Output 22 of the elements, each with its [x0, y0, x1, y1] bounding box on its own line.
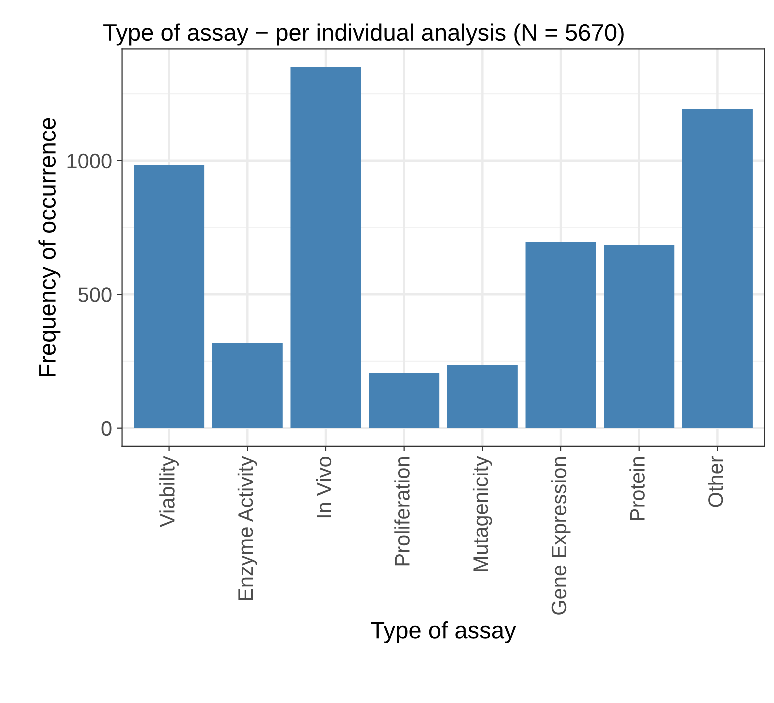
x-tick-label: Enzyme Activity	[238, 456, 258, 600]
bar	[134, 165, 205, 428]
x-tick-label: Gene Expression	[551, 457, 571, 615]
x-tick-label: Proliferation	[394, 457, 410, 566]
x-tick-label: Other	[708, 456, 724, 508]
bar	[604, 245, 675, 428]
bar	[212, 343, 283, 428]
y-axis-title: Frequency of occurrence	[38, 118, 61, 376]
bar	[369, 372, 440, 428]
x-tick-label: Mutagenicity	[472, 456, 492, 572]
bar	[447, 364, 518, 428]
y-tick-label: 500	[78, 288, 112, 302]
bar	[526, 242, 596, 428]
bar	[290, 67, 362, 428]
y-tick-label: 1000	[68, 154, 112, 169]
chart-title: Type of assay − per individual analysis (N = 5670)	[104, 24, 624, 46]
y-tick-label: 0	[102, 421, 112, 436]
bar	[682, 110, 753, 428]
x-tick-label: In Vivo	[316, 457, 332, 518]
x-axis-title: Type of assay	[371, 622, 516, 644]
x-tick-label: Viability	[160, 456, 180, 528]
x-tick-label: Protein	[630, 457, 645, 520]
